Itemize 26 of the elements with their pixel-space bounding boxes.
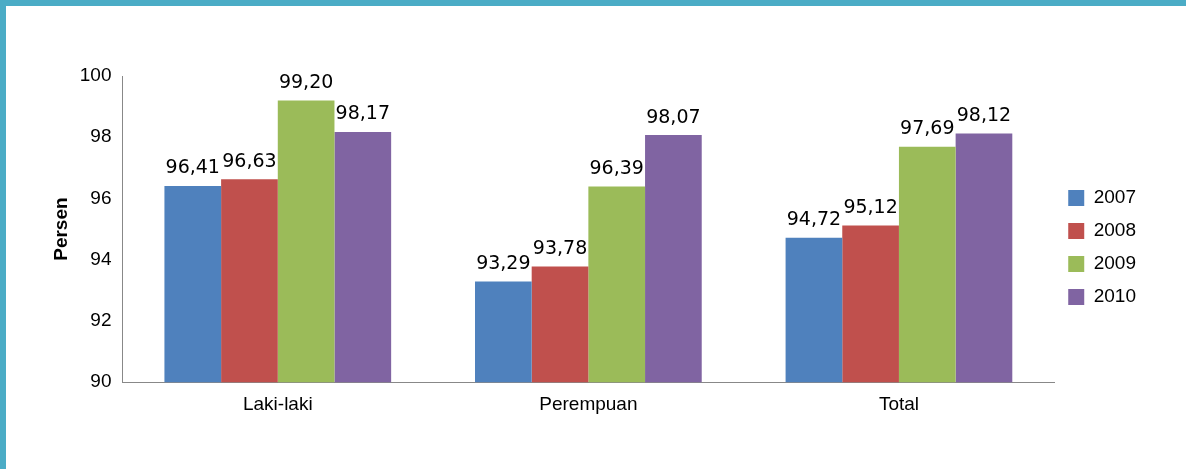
y-tick-label: 98 <box>90 125 112 147</box>
data-label: 93,78 <box>532 235 588 258</box>
y-tick-label: 90 <box>90 370 112 392</box>
legend-label: 2010 <box>1093 285 1137 307</box>
y-axis-title: Persen <box>49 197 71 261</box>
y-tick-label: 96 <box>90 186 112 208</box>
data-label: 96,39 <box>589 155 644 178</box>
data-label: 96,41 <box>165 155 220 178</box>
x-tick-label: Laki-laki <box>242 392 313 414</box>
data-label: 95,12 <box>843 194 898 217</box>
data-label: 97,69 <box>900 116 955 139</box>
data-label: 98,12 <box>956 103 1012 125</box>
legend-label: 2007 <box>1093 186 1137 208</box>
legend-label: 2008 <box>1093 219 1137 241</box>
data-label: 96,63 <box>222 148 277 171</box>
x-tick-label: Total <box>878 392 920 414</box>
data-label: 99,20 <box>278 69 334 92</box>
legend-label: 2009 <box>1093 252 1137 274</box>
x-tick-label: Perempuan <box>539 392 638 414</box>
data-label: 93,29 <box>476 250 531 273</box>
y-tick-label: 92 <box>90 309 112 331</box>
data-label: 98,07 <box>646 104 701 127</box>
y-tick-label: 100 <box>79 64 112 86</box>
data-label: 94,72 <box>786 207 842 230</box>
y-tick-label: 94 <box>90 247 112 269</box>
data-label: 98,17 <box>335 101 391 124</box>
